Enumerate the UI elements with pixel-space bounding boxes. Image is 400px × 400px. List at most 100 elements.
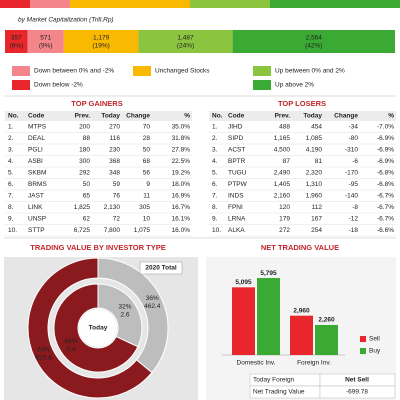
bar-segment xyxy=(27,30,64,53)
table-cell: LRNA xyxy=(228,216,246,223)
table-cell: 272 xyxy=(279,227,290,234)
legend-swatch xyxy=(253,80,271,90)
table-cell: 120 xyxy=(279,204,290,211)
table-cell: -34 xyxy=(349,124,359,131)
column-header: % xyxy=(184,113,190,120)
table-cell: 2,130 xyxy=(104,204,121,211)
table-cell: TUGU xyxy=(228,170,247,177)
table-cell: 7. xyxy=(8,193,14,200)
table-cell: BRMS xyxy=(28,181,47,188)
table-cell: PGLI xyxy=(28,147,43,154)
table-cell: 112 xyxy=(312,204,323,211)
table-cell: 10. xyxy=(8,227,17,234)
table-cell: 8. xyxy=(212,204,218,211)
column-header: Change xyxy=(126,113,150,120)
table-cell: 7,800 xyxy=(104,227,121,234)
table-cell: -7.0% xyxy=(377,124,394,131)
donut-slice xyxy=(53,283,139,373)
value-label: 5,095 xyxy=(235,279,252,286)
table-cell: -699.78 xyxy=(346,389,368,396)
table-cell: 50 xyxy=(83,181,91,188)
table-cell: 179 xyxy=(279,216,290,223)
table-cell: -12 xyxy=(349,216,359,223)
slice-amount: 462.4 xyxy=(144,303,161,310)
table-cell: 305 xyxy=(139,204,150,211)
table-cell: UNSP xyxy=(28,216,46,223)
table-cell: 50 xyxy=(143,147,151,154)
section-title: NET TRADING VALUE xyxy=(261,243,339,252)
table-cell: 70 xyxy=(143,124,151,131)
table-cell: 1,405 xyxy=(274,181,291,188)
legend-label: Down below -2% xyxy=(34,82,83,89)
table-cell: -18 xyxy=(349,227,359,234)
legend-label: Sell xyxy=(369,336,380,343)
table-cell: JAST xyxy=(28,193,44,200)
table-header-bg xyxy=(209,111,396,121)
slice-amount: 815.8 xyxy=(36,354,53,361)
bar xyxy=(290,315,313,355)
column-header: Today xyxy=(101,113,120,120)
table-header-bg xyxy=(5,111,192,121)
table-cell: 8. xyxy=(8,204,14,211)
legend-label: Up between 0% and 2% xyxy=(275,68,345,75)
table-cell: -6.6% xyxy=(377,227,394,234)
slice-amount: 2.6 xyxy=(120,312,129,319)
table-cell: SIPD xyxy=(228,135,243,142)
subtitle: by Market Capitalization (Trill.Rp) xyxy=(18,17,114,24)
legend-swatch xyxy=(360,348,366,354)
table-cell: -6.8% xyxy=(377,181,394,188)
slice-amount: 5.4 xyxy=(66,346,75,353)
table-cell: 1,825 xyxy=(74,204,91,211)
slice-percent: 32% xyxy=(119,304,132,311)
table-cell: Today Foreign xyxy=(253,377,295,384)
table-cell: 348 xyxy=(109,170,120,177)
bar-segment xyxy=(138,30,233,53)
legend-label: Unchanged Stocks xyxy=(155,68,210,75)
table-cell: PTPW xyxy=(228,181,248,188)
table-cell: 368 xyxy=(109,158,120,165)
table-cell: FPNI xyxy=(228,204,243,211)
table-cell: MTPS xyxy=(28,124,47,131)
legend-swatch xyxy=(12,66,30,76)
column-header: Today xyxy=(303,113,322,120)
table-cell: 2,160 xyxy=(274,193,291,200)
column-header: No. xyxy=(8,113,19,120)
table-cell: 7. xyxy=(212,193,218,200)
value-label: 1,487 xyxy=(177,35,194,42)
table-cell: 254 xyxy=(311,227,322,234)
table-cell: STTP xyxy=(28,227,45,234)
table-cell: LINK xyxy=(28,204,43,211)
table-cell: 116 xyxy=(110,135,121,142)
value-label: 2,960 xyxy=(293,307,310,314)
table-cell: 2. xyxy=(8,135,14,142)
column-header: Code xyxy=(28,113,45,120)
donut-slice xyxy=(27,257,153,399)
legend-swatch xyxy=(12,80,30,90)
center-label: Today xyxy=(89,325,108,332)
table-cell: Net Trading Value xyxy=(253,389,305,396)
table-cell: BPTR xyxy=(228,158,246,165)
table-cell: -8 xyxy=(352,204,358,211)
table-cell: -170 xyxy=(345,170,358,177)
table-cell: 292 xyxy=(79,170,90,177)
table-cell: 1,075 xyxy=(134,227,151,234)
table-cell: 10 xyxy=(143,216,151,223)
section-title: TOP GAINERS xyxy=(71,99,122,108)
column-header: Prev. xyxy=(75,113,91,120)
value-label: 2,260 xyxy=(318,317,335,324)
slice-percent: 36% xyxy=(146,295,159,302)
table-cell: 59 xyxy=(113,181,121,188)
table-cell: 65 xyxy=(83,193,91,200)
value-label: 2,564 xyxy=(306,35,323,42)
table-cell: 6. xyxy=(212,181,218,188)
column-header: Prev. xyxy=(275,113,291,120)
table-cell: 19.2% xyxy=(172,170,191,177)
share-label: (9%) xyxy=(39,43,53,50)
value-label: 571 xyxy=(40,35,51,42)
bar-segment xyxy=(232,30,395,53)
table-cell: 2. xyxy=(212,135,218,142)
slice-percent: 68% xyxy=(64,338,77,345)
legend-label: Buy xyxy=(369,348,381,355)
table-cell: ASBI xyxy=(28,158,43,165)
